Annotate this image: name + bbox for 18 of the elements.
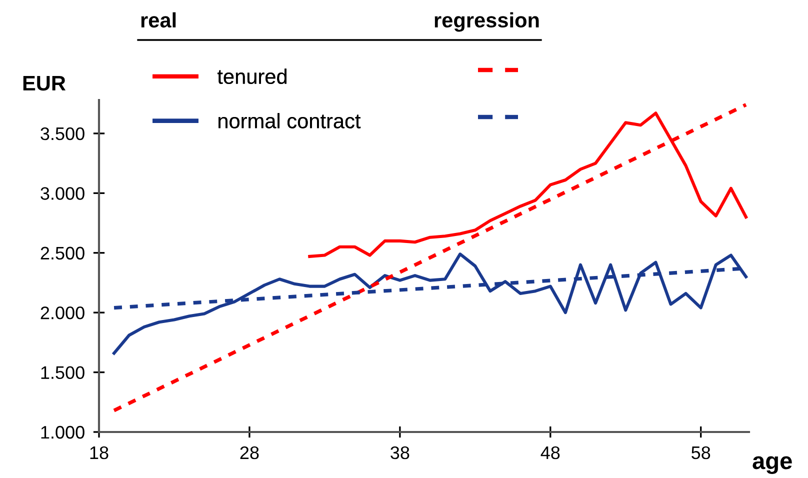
line-series	[112, 252, 748, 355]
y-tick-label: 2.000	[40, 306, 84, 320]
legend-label: tenured	[217, 68, 286, 84]
y-axis-title: EUR	[23, 76, 66, 91]
x-tick-label: 18	[90, 446, 108, 460]
x-tick-label: 38	[390, 446, 410, 460]
y-tick-label: 1.500	[41, 366, 84, 380]
y-tick-label: 3.500	[40, 127, 84, 140]
legend-label: normal contract	[218, 113, 361, 128]
y-tick-label: 1.000	[41, 426, 84, 439]
x-tick-label: 58	[692, 446, 710, 460]
y-tick-label: 2.500	[40, 246, 84, 260]
x-tick-label: 48	[540, 446, 560, 460]
y-tick-label: 3.000	[40, 187, 84, 200]
text: real	[141, 12, 176, 28]
x-axis-title: age	[752, 456, 792, 474]
text: regression	[434, 12, 539, 32]
x-tick-label: 28	[240, 446, 259, 460]
